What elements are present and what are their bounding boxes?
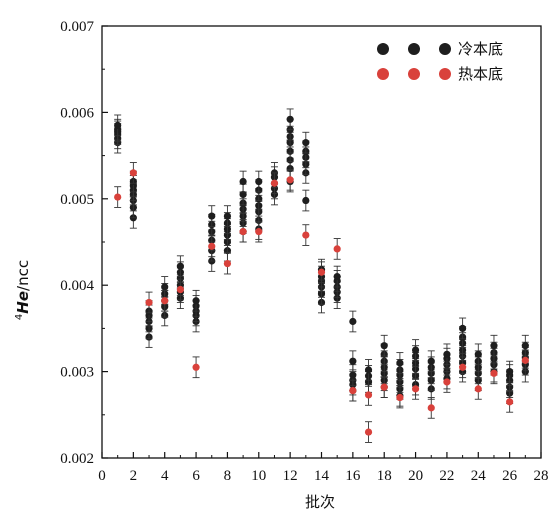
- x-axis-title: 批次: [305, 493, 335, 511]
- data-point: [239, 190, 247, 199]
- data-point: [302, 139, 310, 147]
- legend-marker: [377, 68, 389, 80]
- data-points: [114, 108, 529, 443]
- x-tick-label: 6: [192, 468, 200, 484]
- data-point: [208, 212, 216, 220]
- data-point: [459, 324, 467, 332]
- legend-marker: [408, 43, 420, 55]
- data-point: [349, 317, 357, 326]
- x-tick-label: 0: [98, 468, 106, 484]
- y-axis-title: 4He/ncc: [14, 260, 32, 320]
- data-point: [459, 363, 467, 371]
- data-point: [506, 398, 514, 406]
- x-tick-label: 2: [130, 468, 138, 484]
- series-cold: [114, 108, 529, 407]
- data-point: [145, 298, 153, 307]
- y-axis-title-sup: 4: [14, 314, 25, 320]
- y-tick-label: 0.005: [60, 192, 94, 208]
- x-tick-label: 20: [408, 468, 423, 484]
- data-point: [176, 285, 184, 294]
- x-tick-label: 26: [502, 468, 518, 484]
- data-point: [364, 391, 373, 399]
- data-point: [286, 176, 294, 184]
- plot-frame: [101, 25, 542, 459]
- data-point: [364, 366, 373, 374]
- data-point: [443, 378, 451, 386]
- data-point: [349, 357, 357, 365]
- data-point: [521, 356, 529, 364]
- legend-label: 冷本底: [458, 40, 503, 58]
- x-tick-label: 28: [534, 468, 549, 484]
- data-point: [255, 177, 263, 186]
- data-point: [474, 350, 482, 358]
- data-point: [286, 115, 294, 123]
- data-point: [411, 385, 420, 393]
- data-point: [490, 342, 498, 350]
- data-point: [302, 196, 310, 205]
- data-point: [349, 371, 357, 379]
- y-axis-title-rest: /ncc: [14, 260, 32, 291]
- legend-marker: [408, 68, 420, 80]
- y-tick-label: 0.002: [60, 451, 94, 467]
- x-tick-label: 18: [377, 468, 392, 484]
- data-point: [114, 193, 122, 201]
- x-tick-label: 10: [251, 468, 266, 484]
- data-point: [192, 297, 200, 305]
- data-point: [427, 404, 435, 412]
- data-point: [255, 228, 263, 236]
- data-point: [396, 359, 404, 367]
- x-tick-label: 22: [439, 468, 454, 484]
- legend-marker: [377, 43, 389, 55]
- data-point: [114, 121, 122, 129]
- data-point: [302, 231, 310, 239]
- y-tick-label: 0.006: [60, 105, 94, 121]
- data-point: [239, 177, 247, 186]
- legend-item: 冷本底: [377, 40, 503, 58]
- data-point: [239, 228, 247, 236]
- data-point: [443, 350, 451, 358]
- x-tick-label: 8: [224, 468, 232, 484]
- data-point: [427, 357, 435, 365]
- data-point: [161, 297, 169, 305]
- data-point: [474, 385, 482, 393]
- data-point: [161, 283, 169, 291]
- legend-marker: [439, 68, 451, 80]
- data-point: [208, 242, 216, 250]
- x-tick-label: 24: [471, 468, 487, 484]
- y-tick-label: 0.003: [60, 365, 94, 381]
- legend-item: 热本底: [377, 65, 503, 83]
- data-point: [521, 342, 529, 350]
- data-point: [223, 212, 232, 220]
- x-tick-label: 4: [161, 468, 169, 484]
- data-point: [380, 383, 388, 391]
- data-point: [411, 346, 420, 354]
- series-hot: [114, 162, 529, 443]
- data-point: [333, 272, 341, 281]
- y-tick-label: 0.004: [60, 278, 94, 294]
- y-axis-title-italic: He: [14, 291, 32, 314]
- data-point: [506, 368, 514, 376]
- data-point: [223, 260, 232, 268]
- data-point: [333, 245, 341, 253]
- x-tick-label: 16: [345, 468, 361, 484]
- data-point: [176, 262, 184, 270]
- data-point: [490, 369, 498, 377]
- axis-ticks: 0 2 4 6 8 10 12 14 16 18 20 22 24 26 280.0020.0030.004…: [60, 19, 548, 484]
- data-point: [129, 169, 137, 177]
- data-point: [192, 363, 200, 371]
- data-point: [270, 179, 279, 187]
- legend-marker: [439, 43, 451, 55]
- data-point: [396, 393, 404, 402]
- x-tick-label: 12: [283, 468, 298, 484]
- x-tick-label: 14: [314, 468, 330, 484]
- y-tick-label: 0.007: [60, 19, 94, 35]
- data-point: [317, 268, 326, 276]
- legend-label: 热本底: [458, 65, 503, 83]
- data-point: [349, 387, 357, 395]
- data-point: [380, 342, 388, 350]
- data-point: [364, 428, 373, 436]
